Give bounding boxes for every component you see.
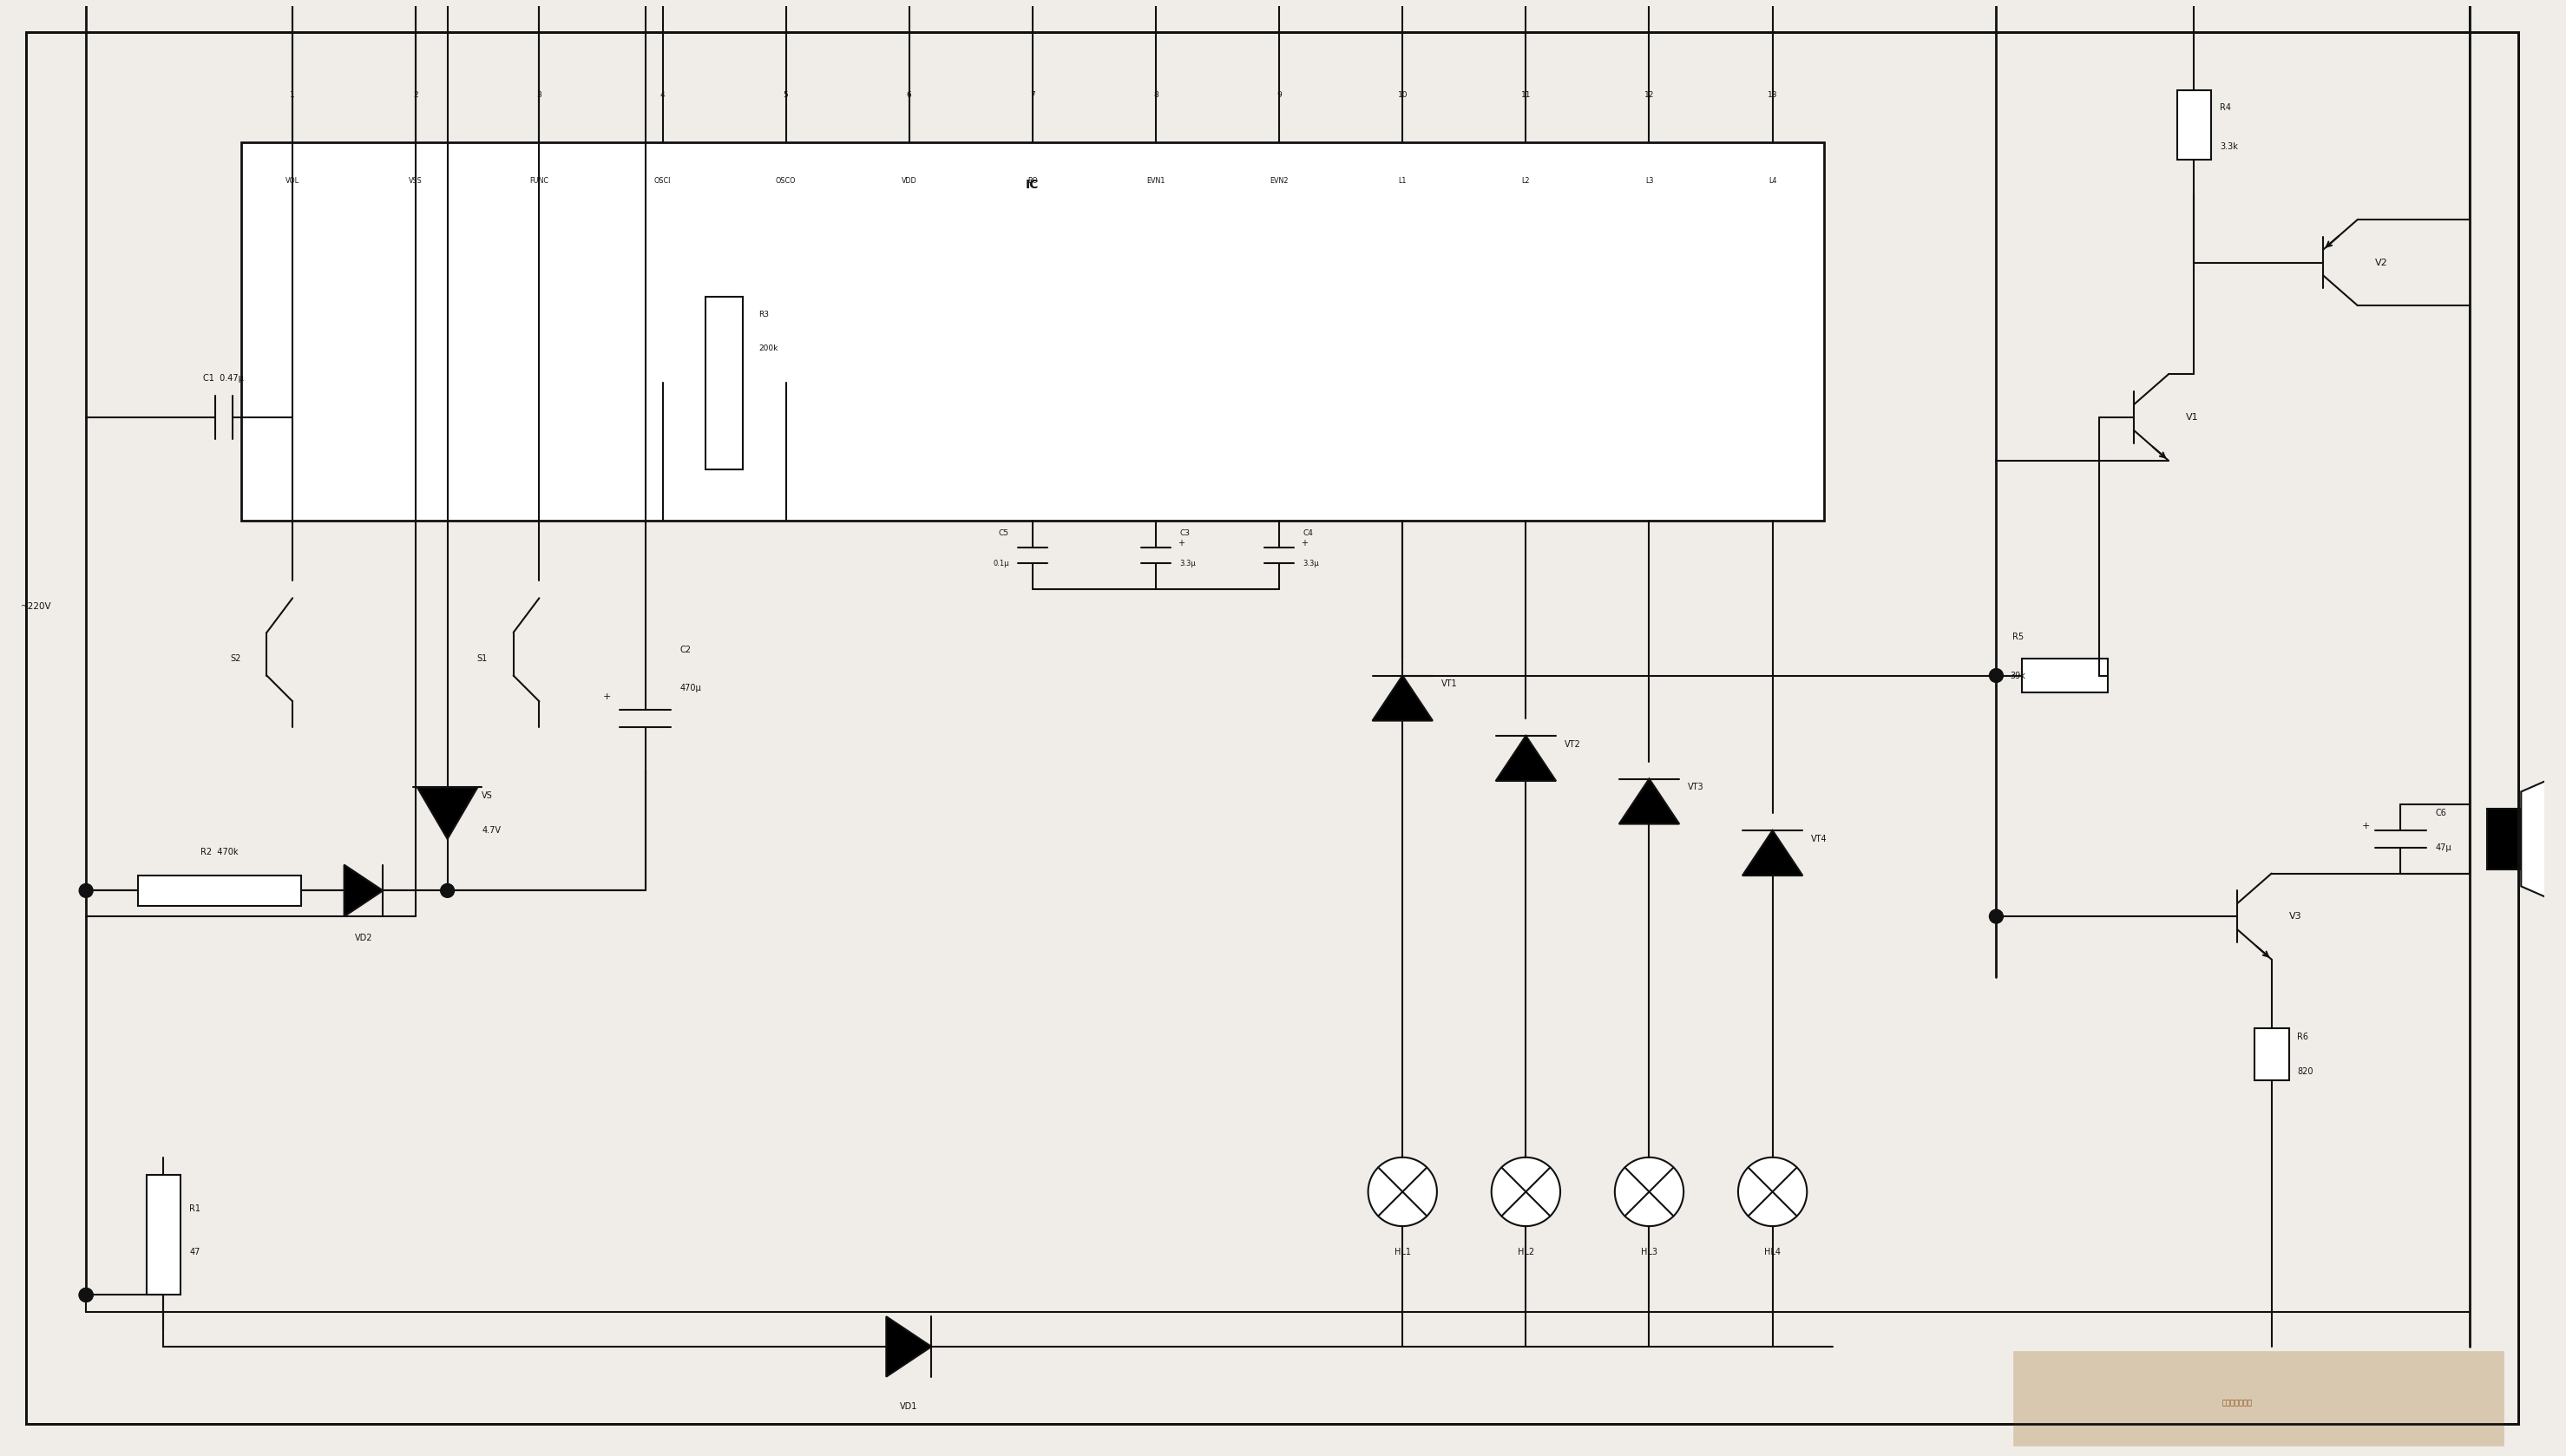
Text: 13: 13 xyxy=(1768,90,1778,99)
Text: R5: R5 xyxy=(2012,632,2025,641)
Text: BO: BO xyxy=(1026,176,1037,185)
Polygon shape xyxy=(885,1316,931,1377)
Text: VT2: VT2 xyxy=(1565,740,1581,748)
Text: 2: 2 xyxy=(413,90,418,99)
Text: 9: 9 xyxy=(1278,90,1280,99)
Text: 3: 3 xyxy=(536,90,541,99)
Text: VT3: VT3 xyxy=(1688,783,1704,792)
Text: 4.7V: 4.7V xyxy=(482,826,500,834)
Text: C4: C4 xyxy=(1304,530,1314,537)
Polygon shape xyxy=(1742,830,1804,875)
Text: OSCO: OSCO xyxy=(775,176,795,185)
Bar xyxy=(2014,1351,2504,1446)
Circle shape xyxy=(1368,1158,1437,1226)
Circle shape xyxy=(1614,1158,1683,1226)
Circle shape xyxy=(441,884,454,897)
Text: C1  0.47μ: C1 0.47μ xyxy=(203,374,244,383)
Text: 6: 6 xyxy=(906,90,911,99)
Text: 3.3μ: 3.3μ xyxy=(1304,559,1319,568)
Text: VD2: VD2 xyxy=(354,933,372,942)
Text: VDD: VDD xyxy=(901,176,916,185)
Text: 10: 10 xyxy=(1398,90,1409,99)
Text: VT4: VT4 xyxy=(1812,834,1827,843)
Text: 11: 11 xyxy=(1522,90,1532,99)
Text: L4: L4 xyxy=(1768,176,1776,185)
Text: R6: R6 xyxy=(2297,1032,2309,1041)
Text: HL1: HL1 xyxy=(1393,1248,1411,1257)
Circle shape xyxy=(80,1289,92,1302)
Text: +: + xyxy=(2363,821,2371,830)
Text: 200k: 200k xyxy=(760,345,777,352)
Text: IC: IC xyxy=(1026,179,1039,191)
Text: V2: V2 xyxy=(2376,258,2386,266)
Text: VSS: VSS xyxy=(408,176,423,185)
Circle shape xyxy=(1989,668,2004,683)
Text: 47: 47 xyxy=(190,1248,200,1257)
Text: HL3: HL3 xyxy=(1640,1248,1658,1257)
Circle shape xyxy=(1491,1158,1560,1226)
Text: 维库电子市场网: 维库电子市场网 xyxy=(2222,1399,2253,1406)
Bar xyxy=(706,297,744,469)
Text: +: + xyxy=(603,693,611,702)
Text: VS: VS xyxy=(482,792,493,801)
Circle shape xyxy=(80,1289,92,1302)
Text: C3: C3 xyxy=(1180,530,1191,537)
Text: 4: 4 xyxy=(659,90,665,99)
Text: R2  470k: R2 470k xyxy=(200,847,239,856)
Circle shape xyxy=(1737,1158,1806,1226)
Text: 0.1μ: 0.1μ xyxy=(993,559,1008,568)
Text: +: + xyxy=(1178,539,1185,547)
Text: C6: C6 xyxy=(2435,810,2445,817)
Text: HL4: HL4 xyxy=(1765,1248,1781,1257)
Text: VD1: VD1 xyxy=(901,1402,919,1411)
Polygon shape xyxy=(1619,779,1678,824)
Bar xyxy=(241,143,1824,521)
Text: VOL: VOL xyxy=(285,176,300,185)
Text: 3.3k: 3.3k xyxy=(2220,143,2238,151)
Text: 8: 8 xyxy=(1152,90,1157,99)
Text: VT1: VT1 xyxy=(1442,680,1457,689)
Text: EVN1: EVN1 xyxy=(1147,176,1165,185)
Bar xyxy=(2022,658,2109,693)
Polygon shape xyxy=(344,865,382,916)
Text: +: + xyxy=(1301,539,1309,547)
Text: 39k: 39k xyxy=(2009,671,2025,680)
Text: FUNC: FUNC xyxy=(529,176,549,185)
Bar xyxy=(2486,810,2522,869)
Bar xyxy=(2176,90,2212,159)
Text: R4: R4 xyxy=(2220,103,2232,112)
Text: HL2: HL2 xyxy=(1517,1248,1534,1257)
Text: 47μ: 47μ xyxy=(2435,843,2451,852)
Text: 3.3μ: 3.3μ xyxy=(1180,559,1196,568)
Text: L2: L2 xyxy=(1522,176,1529,185)
Text: 7: 7 xyxy=(1029,90,1034,99)
Text: C2: C2 xyxy=(680,645,690,654)
Text: 1: 1 xyxy=(290,90,295,99)
Text: OSCI: OSCI xyxy=(654,176,670,185)
Text: EVN2: EVN2 xyxy=(1270,176,1288,185)
Text: V1: V1 xyxy=(2186,414,2199,422)
Text: 470μ: 470μ xyxy=(680,684,701,693)
Text: S1: S1 xyxy=(477,654,488,662)
Polygon shape xyxy=(418,788,477,839)
Text: C5: C5 xyxy=(998,530,1008,537)
Text: R3: R3 xyxy=(760,310,770,317)
Text: V3: V3 xyxy=(2289,911,2302,920)
Text: S2: S2 xyxy=(231,654,241,662)
Polygon shape xyxy=(2522,761,2566,916)
Text: 820: 820 xyxy=(2297,1067,2315,1076)
Text: ~220V: ~220V xyxy=(21,603,51,612)
Text: L1: L1 xyxy=(1398,176,1406,185)
Text: 5: 5 xyxy=(783,90,788,99)
Bar xyxy=(139,875,300,906)
Text: L3: L3 xyxy=(1645,176,1653,185)
Text: 12: 12 xyxy=(1645,90,1655,99)
Polygon shape xyxy=(1496,735,1555,780)
Text: R1: R1 xyxy=(190,1204,200,1213)
Circle shape xyxy=(80,884,92,897)
Bar xyxy=(146,1175,180,1294)
Circle shape xyxy=(1989,910,2004,923)
Bar xyxy=(2256,1028,2289,1080)
Polygon shape xyxy=(1373,676,1432,721)
